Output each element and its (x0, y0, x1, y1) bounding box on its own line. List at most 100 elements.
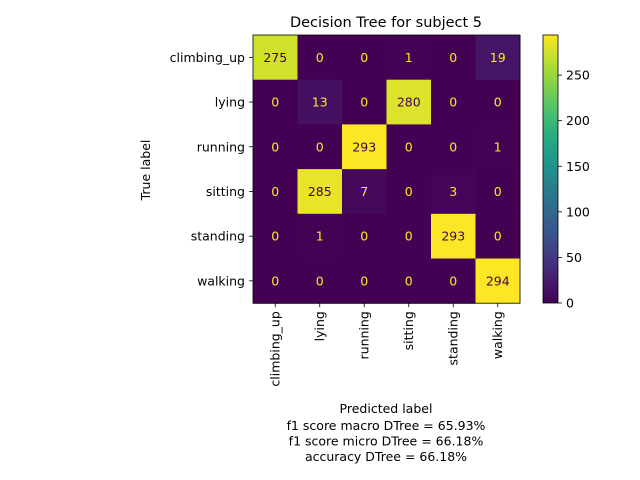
heatmap-cell (475, 124, 521, 170)
colorbar-tick-label: 50 (566, 250, 582, 265)
heatmap-cell (342, 258, 387, 304)
heatmap-cell (386, 258, 432, 304)
heatmap-cell (431, 169, 476, 215)
heatmap-cell (431, 258, 476, 304)
cell-value-label: 0 (271, 184, 279, 199)
colorbar-ticks: 0 50 100 150 200 250 (558, 68, 590, 311)
cell-value-label: 0 (449, 50, 457, 65)
cell-value-label: 0 (360, 229, 368, 244)
heatmap-cell (253, 124, 298, 170)
cell-value-label: 19 (490, 50, 506, 65)
cell-value-label: 0 (271, 273, 279, 288)
heatmap-cell (297, 258, 343, 304)
colorbar-tick-label: 150 (566, 159, 590, 174)
colorbar-tick-label: 100 (566, 204, 590, 219)
colorbar-tick-label: 0 (566, 296, 574, 311)
cell-value-label: 0 (360, 273, 368, 288)
x-axis-label: Predicted label (340, 401, 433, 416)
cell-value-label: 275 (263, 50, 287, 65)
cell-value-label: 0 (360, 50, 368, 65)
cell-value-label: 1 (405, 50, 413, 65)
metrics-footer: f1 score macro DTree = 65.93%f1 score mi… (287, 418, 486, 464)
heatmap-cell (253, 213, 298, 259)
heatmap-cell (386, 35, 432, 81)
y-tick-label: standing (191, 229, 245, 244)
cell-value-label: 285 (308, 184, 332, 199)
cell-value-label: 0 (271, 229, 279, 244)
heatmap-cell (386, 213, 432, 259)
cell-value-label: 0 (449, 139, 457, 154)
y-tick-label: walking (197, 273, 245, 288)
metric-line: accuracy DTree = 66.18% (305, 449, 467, 464)
x-tick-label: sitting (401, 311, 416, 350)
cell-value-label: 280 (397, 95, 421, 110)
x-tick-label: running (357, 311, 372, 359)
cell-value-label: 13 (312, 95, 328, 110)
heatmap-cell (297, 124, 343, 170)
heatmap-cell (253, 258, 298, 304)
cell-value-label: 0 (271, 95, 279, 110)
colorbar-tick-label: 200 (566, 113, 590, 128)
y-axis-label: True label (138, 140, 153, 202)
x-tick-label: climbing_up (268, 311, 283, 386)
colorbar-tick-label: 250 (566, 68, 590, 83)
y-tick-label: lying (215, 95, 245, 110)
heatmap-cell (431, 124, 476, 170)
y-tick-label: climbing_up (170, 50, 245, 65)
cell-value-label: 0 (449, 95, 457, 110)
cell-value-label: 0 (316, 50, 324, 65)
cell-value-label: 0 (494, 95, 502, 110)
cell-value-label: 0 (316, 273, 324, 288)
metric-line: f1 score macro DTree = 65.93% (287, 418, 486, 433)
chart-title: Decision Tree for subject 5 (290, 15, 482, 31)
cell-value-label: 0 (405, 184, 413, 199)
cell-value-label: 293 (441, 229, 465, 244)
cell-value-label: 1 (494, 139, 502, 154)
cell-value-label: 293 (352, 139, 376, 154)
heatmap-cell (342, 213, 387, 259)
cell-value-label: 294 (486, 273, 510, 288)
heatmap-cell (253, 79, 298, 125)
heatmap-cell (342, 79, 387, 125)
heatmap-cell (386, 79, 432, 125)
heatmap-cell (297, 213, 343, 259)
heatmap-cell (297, 35, 343, 81)
heatmap-cell (431, 35, 476, 81)
metric-line: f1 score micro DTree = 66.18% (289, 434, 484, 449)
cell-value-label: 0 (316, 139, 324, 154)
heatmap-cells (252, 34, 521, 304)
cell-value-label: 3 (449, 184, 457, 199)
heatmap-cell (253, 169, 298, 215)
x-tick-label: walking (490, 311, 505, 359)
heatmap-cell (297, 169, 343, 215)
x-tick-label: standing (446, 311, 461, 365)
heatmap-cell (475, 213, 521, 259)
heatmap-cell (386, 124, 432, 170)
x-tick-labels: climbing_up lying running sitting standing wa… (268, 303, 505, 387)
cell-value-label: 1 (316, 229, 324, 244)
heatmap-cell (386, 169, 432, 215)
heatmap-cell (342, 35, 387, 81)
cell-value-label: 0 (271, 139, 279, 154)
cell-value-label: 0 (449, 273, 457, 288)
cell-value-label: 0 (360, 95, 368, 110)
cell-value-label: 7 (360, 184, 368, 199)
heatmap-cell (475, 79, 521, 125)
heatmap-cell-labels: 275 0 0 1 0 19 0 13 0 280 0 0 0 0 293 0 0 1 0 285 7 0 3 0 0 1 0 0 29… (263, 50, 509, 289)
cell-value-label: 0 (405, 229, 413, 244)
heatmap-cell (342, 169, 387, 215)
cell-value-label: 0 (494, 184, 502, 199)
colorbar (542, 34, 559, 304)
heatmap-cell (431, 213, 476, 259)
y-tick-label: running (197, 139, 245, 154)
x-tick-label: lying (312, 311, 327, 341)
cell-value-label: 0 (405, 273, 413, 288)
y-tick-label: sitting (206, 184, 245, 199)
heatmap-cell (253, 35, 298, 81)
plot-frame (252, 34, 521, 304)
heatmap-cell (342, 124, 387, 170)
heatmap-cell (475, 169, 521, 215)
heatmap-cell (431, 79, 476, 125)
